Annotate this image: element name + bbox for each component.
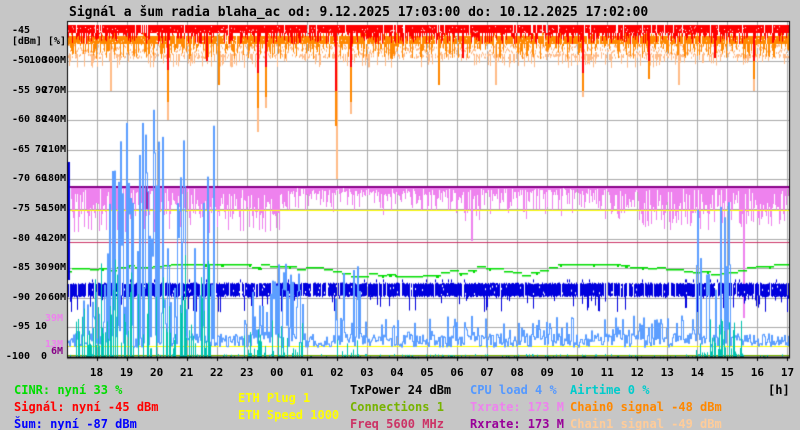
legend-txpower: TxPower 24 dBm	[350, 383, 452, 397]
y-tick-label: 60	[34, 173, 47, 185]
x-tick-label: 11	[600, 366, 614, 379]
x-tick-label: 13	[660, 366, 674, 379]
y-tick-label: 270M	[42, 84, 67, 96]
y-tick-label: 150M	[42, 203, 67, 214]
y-tick-label: 90M	[47, 262, 66, 274]
legend-freq: Freq 5600 MHz	[350, 417, 444, 430]
y-tick-label: 30	[34, 262, 47, 274]
y-tick-label: -65	[11, 143, 30, 155]
x-tick-label: 07	[480, 366, 494, 379]
y-tick-label: 10	[34, 321, 47, 333]
y-tick-label: 240M	[42, 114, 67, 126]
legend-rxrate: Rxrate: 173 M	[470, 417, 564, 430]
y-tick-label: 90	[34, 84, 47, 96]
x-tick-label: 03	[360, 366, 374, 379]
x-tick-label: 22	[210, 366, 224, 379]
y-tick-label: 210M	[42, 143, 67, 155]
x-tick-label: 10	[570, 366, 584, 379]
x-tick-label: 02	[330, 366, 344, 379]
y-tick-label: -70	[11, 173, 30, 185]
y-axis-unit-label: [dBm] [%]	[11, 36, 66, 47]
y-tick-label: 120M	[42, 232, 67, 244]
y-tick-label: 0	[40, 351, 47, 362]
chart-title: Signál a šum radia blaha_ac od: 9.12.202…	[69, 5, 649, 20]
legend-airtime: Airtime 0 %	[570, 383, 650, 397]
x-tick-label: 17	[780, 366, 795, 379]
y-tick-label: 20	[34, 291, 47, 303]
y-tick-label: 100	[29, 55, 48, 66]
rate-marker-39m: 39M	[44, 313, 63, 325]
x-tick-label: 08	[510, 366, 524, 379]
x-tick-label: 19	[119, 366, 134, 379]
x-tick-label: 01	[300, 366, 314, 379]
y-tick-label: -45	[11, 25, 30, 37]
x-tick-label: 05	[420, 366, 434, 379]
legend-txrate: Txrate: 173 M	[470, 400, 564, 414]
x-tick-label: 06	[450, 366, 464, 379]
y-tick-label: -85	[11, 262, 30, 274]
y-tick-label: 180M	[42, 173, 67, 185]
rate-marker-6m: 6M	[50, 345, 63, 357]
legend-connections: Connections 1	[350, 400, 444, 414]
x-tick-label: 12	[630, 366, 644, 379]
x-tick-label: 00	[270, 366, 284, 379]
y-tick-label: -55	[11, 84, 30, 96]
legend-chain0: Chain0 signal -48 dBm	[570, 400, 722, 414]
y-tick-label: 60M	[47, 291, 66, 303]
x-tick-label: 04	[390, 366, 404, 379]
legend-noise: Šum: nyní -87 dBm	[14, 417, 137, 430]
y-tick-label: 40	[34, 232, 47, 244]
y-tick-label: 300M	[42, 55, 67, 66]
y-tick-label: 80	[34, 114, 47, 126]
legend-signal: Signál: nyní -45 dBm	[14, 400, 159, 414]
x-tick-label: 20	[149, 366, 164, 379]
y-tick-label: 70	[34, 143, 47, 155]
x-tick-label: 15	[720, 366, 734, 379]
legend-eth-speed: ETH Speed 1000	[238, 408, 340, 422]
legend-cpu-load: CPU load 4 %	[470, 383, 557, 397]
y-tick-label: -75	[11, 203, 30, 214]
y-tick-label: 50	[34, 203, 47, 214]
legend-cinr: CINR: nyní 33 %	[14, 383, 123, 397]
x-axis-unit-label: [h]	[768, 383, 790, 397]
x-tick-label: 14	[690, 366, 704, 379]
y-tick-label: -100	[5, 351, 30, 362]
y-tick-label: -95	[11, 321, 30, 333]
y-tick-label: -60	[11, 114, 30, 126]
legend-chain1: Chain1 signal -49 dBm	[570, 417, 722, 430]
x-tick-label: 16	[750, 366, 765, 379]
rate-marker-13m: 13M	[44, 338, 63, 350]
y-tick-label: -80	[11, 232, 30, 244]
x-tick-label: 09	[540, 366, 554, 379]
x-tick-label: 18	[89, 366, 104, 379]
legend-eth-plug: ETH Plug 1	[238, 391, 311, 405]
x-tick-label: 21	[180, 366, 194, 379]
y-tick-label: -50	[11, 55, 30, 66]
x-tick-label: 23	[240, 366, 254, 379]
y-tick-label: -90	[11, 291, 30, 303]
